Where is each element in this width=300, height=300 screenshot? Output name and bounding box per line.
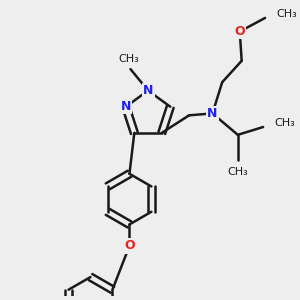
Text: CH₃: CH₃ [227, 167, 248, 177]
Text: N: N [143, 84, 153, 97]
Text: O: O [124, 239, 135, 252]
Text: O: O [234, 25, 245, 38]
Text: CH₃: CH₃ [275, 118, 296, 128]
Text: CH₃: CH₃ [277, 9, 298, 19]
Text: N: N [207, 107, 218, 120]
Text: N: N [121, 100, 131, 113]
Text: CH₃: CH₃ [118, 54, 139, 64]
